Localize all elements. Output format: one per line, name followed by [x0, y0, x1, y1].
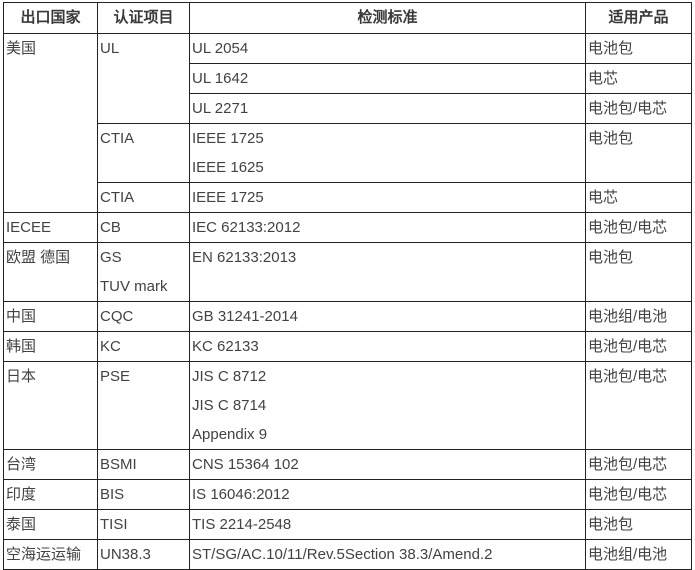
cell-standard: GB 31241-2014	[189, 301, 586, 332]
cell-cert: CTIA	[97, 182, 190, 213]
cell-product: 电池包	[585, 509, 692, 540]
cell-standard: IEEE 1725 IEEE 1625	[189, 123, 586, 183]
cell-standard: ST/SG/AC.10/11/Rev.5Section 38.3/Amend.2	[189, 539, 586, 570]
page: 出口国家 认证项目 检测标准 适用产品 美国 UL UL 2054 电池包 UL…	[3, 2, 692, 570]
table-row: 空海运运输 UN38.3 ST/SG/AC.10/11/Rev.5Section…	[3, 539, 692, 570]
cell-standard: KC 62133	[189, 331, 586, 362]
cell-country: 泰国	[3, 509, 98, 540]
cell-standard: EN 62133:2013	[189, 242, 586, 302]
cell-cert: GS TUV mark	[97, 242, 190, 302]
cell-product: 电池包	[585, 33, 692, 64]
cell-product: 电池包/电芯	[585, 212, 692, 243]
cell-product: 电池包/电芯	[585, 93, 692, 124]
table-row: 台湾 BSMI CNS 15364 102 电池包/电芯	[3, 449, 692, 480]
header-row: 出口国家 认证项目 检测标准 适用产品	[3, 2, 692, 34]
cell-product: 电池包/电芯	[585, 449, 692, 480]
table-row: UL 1642 电芯	[4, 63, 692, 94]
cell-cert: CB	[97, 212, 190, 243]
header-product: 适用产品	[585, 2, 692, 34]
cell-cert: BSMI	[97, 449, 190, 480]
table-row: IECEE CB IEC 62133:2012 电池包/电芯	[3, 212, 692, 243]
table-row: CTIA IEEE 1725 IEEE 1625 电池包	[4, 123, 692, 183]
cell-product: 电池包/电芯	[585, 331, 692, 362]
cell-product: 电池组/电池	[585, 301, 692, 332]
cell-product: 电池组/电池	[585, 539, 692, 570]
cell-standard: UL 2054	[189, 33, 586, 64]
cell-cert: UN38.3	[97, 539, 190, 570]
cell-country: 韩国	[3, 331, 98, 362]
table-row: 美国 UL UL 2054 电池包	[3, 33, 692, 213]
cell-product: 电芯	[585, 182, 692, 213]
cell-standard: JIS C 8712 JIS C 8714 Appendix 9	[189, 361, 586, 450]
cell-country: 台湾	[3, 449, 98, 480]
cell-standard: IS 16046:2012	[189, 479, 586, 510]
cell-product: 电芯	[585, 63, 692, 94]
cell-country: 印度	[3, 479, 98, 510]
cell-country: 空海运运输	[3, 539, 98, 570]
certification-table: 出口国家 认证项目 检测标准 适用产品 美国 UL UL 2054 电池包 UL…	[3, 2, 692, 570]
cell-country: 欧盟 德国	[3, 242, 98, 302]
cell-product: 电池包/电芯	[585, 479, 692, 510]
cell-product: 电池包/电芯	[585, 361, 692, 450]
cell-cert: BIS	[97, 479, 190, 510]
cell-standard: CNS 15364 102	[189, 449, 586, 480]
cell-country: 日本	[3, 361, 98, 450]
table-row: 泰国 TISI TIS 2214-2548 电池包	[3, 509, 692, 540]
cell-cert: PSE	[97, 361, 190, 450]
cell-cert: UL	[97, 33, 190, 124]
header-standard: 检测标准	[189, 2, 586, 34]
cell-standard: IEEE 1725	[189, 182, 586, 213]
table-row: UL 2271 电池包/电芯	[4, 93, 692, 124]
cell-standard: UL 2271	[189, 93, 586, 124]
table-row: 欧盟 德国 GS TUV mark EN 62133:2013 电池包	[3, 242, 692, 302]
table-row: 中国 CQC GB 31241-2014 电池组/电池	[3, 301, 692, 332]
cell-country: IECEE	[3, 212, 98, 243]
cell-country: 中国	[3, 301, 98, 332]
cell-cert: CQC	[97, 301, 190, 332]
header-country: 出口国家	[3, 2, 98, 34]
header-cert: 认证项目	[97, 2, 190, 34]
cell-cert: CTIA	[97, 123, 190, 183]
cell-product: 电池包	[585, 123, 692, 183]
cell-standard: IEC 62133:2012	[189, 212, 586, 243]
cell-cert: KC	[97, 331, 190, 362]
cell-country: 美国	[3, 33, 98, 213]
table-row: 日本 PSE JIS C 8712 JIS C 8714 Appendix 9 …	[3, 361, 692, 450]
table-row: 韩国 KC KC 62133 电池包/电芯	[3, 331, 692, 362]
table-row: CTIA IEEE 1725 电芯	[4, 182, 692, 213]
cell-product: 电池包	[585, 242, 692, 302]
cell-standard: TIS 2214-2548	[189, 509, 586, 540]
cell-standard: UL 1642	[189, 63, 586, 94]
cell-cert: TISI	[97, 509, 190, 540]
table-row: 印度 BIS IS 16046:2012 电池包/电芯	[3, 479, 692, 510]
